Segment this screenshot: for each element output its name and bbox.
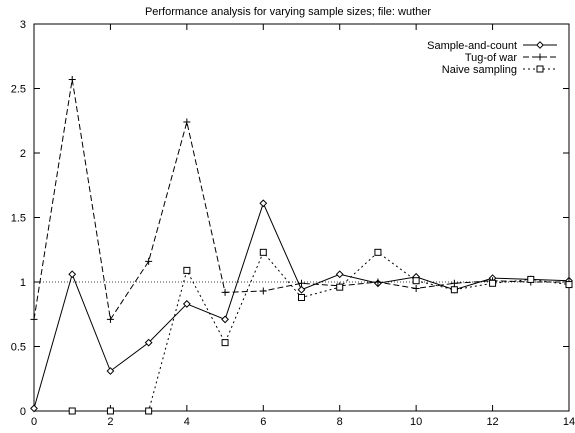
data-point (536, 53, 544, 61)
x-tick-label: 2 (107, 416, 113, 428)
data-point (221, 315, 229, 324)
data-point (68, 75, 76, 83)
data-point (259, 199, 268, 208)
data-point (144, 338, 153, 347)
data-point (298, 293, 305, 301)
x-tick-label: 4 (184, 416, 190, 428)
plot-border (33, 23, 570, 412)
data-point (106, 315, 114, 323)
data-point (450, 286, 458, 294)
data-point (106, 407, 114, 415)
x-tick-label: 6 (260, 416, 266, 428)
chart-title: Performance analysis for varying sample … (145, 6, 431, 18)
data-point (68, 270, 77, 279)
x-tick-label: 14 (563, 416, 575, 428)
data-point (536, 65, 544, 73)
x-tick-label: 0 (31, 416, 37, 428)
x-axis: 0 2 4 6 8 10 12 14 (31, 24, 575, 428)
data-point (565, 281, 573, 289)
data-point (183, 118, 191, 126)
data-point (145, 257, 153, 265)
data-point (259, 248, 267, 256)
data-point (145, 407, 153, 415)
legend-item: Naive sampling (442, 64, 557, 76)
y-tick-label: 2.5 (11, 84, 26, 96)
data-point (536, 41, 544, 49)
legend-label: Naive sampling (442, 64, 517, 76)
data-point (298, 279, 305, 287)
data-point (412, 284, 420, 292)
data-point (30, 315, 38, 323)
data-point (183, 266, 191, 274)
data-point (30, 404, 38, 413)
x-tick-label: 10 (410, 416, 422, 428)
legend-label: Tug-of war (465, 52, 518, 64)
data-point (68, 407, 76, 415)
data-point (489, 279, 497, 287)
data-point (374, 248, 382, 256)
data-point (221, 288, 229, 296)
y-tick-label: 3 (20, 19, 26, 31)
x-tick-label: 12 (486, 416, 498, 428)
legend-item: Sample-and-count (427, 40, 557, 52)
series (68, 248, 573, 415)
data-point (412, 277, 420, 285)
series-line (72, 251, 570, 412)
legend-item: Tug-of war (465, 52, 557, 64)
data-point (450, 279, 458, 287)
data-point (221, 339, 229, 347)
y-tick-label: 1 (20, 277, 26, 289)
data-point (106, 367, 115, 375)
x-tick-label: 8 (337, 416, 343, 428)
data-point (335, 270, 344, 279)
data-point (374, 278, 382, 286)
data-point (259, 287, 267, 295)
y-tick-label: 2 (20, 148, 26, 160)
legend-label: Sample-and-count (427, 40, 517, 52)
y-tick-label: 0.5 (11, 342, 26, 354)
data-point (527, 275, 535, 283)
plot-frame (33, 23, 570, 412)
data-point (297, 285, 306, 294)
y-tick-label: 1.5 (11, 213, 26, 225)
data-point (182, 300, 191, 308)
series-line (33, 79, 569, 321)
series-line (33, 201, 570, 409)
y-axis: 0 0.5 1 1.5 2 2.5 3 (11, 19, 569, 418)
series (30, 199, 573, 413)
series-group (30, 75, 573, 415)
data-point (336, 283, 344, 291)
y-tick-label: 0 (20, 406, 26, 418)
